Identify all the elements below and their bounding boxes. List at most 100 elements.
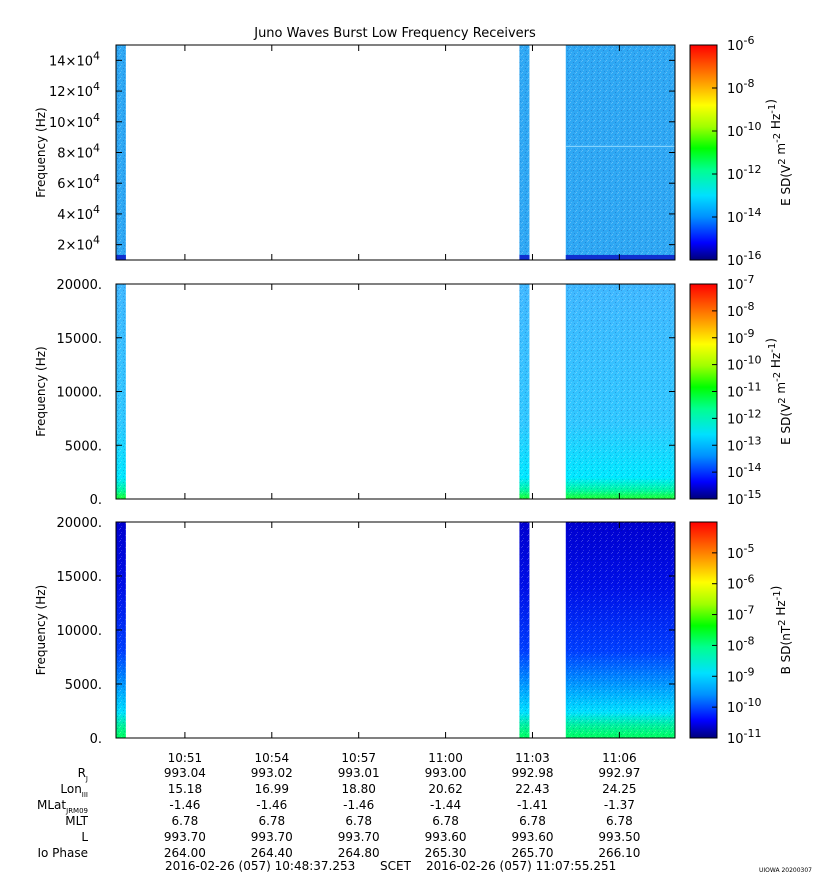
y-tick-label: 14×104 xyxy=(49,49,100,69)
colorbar-label: E SD(V2 m-2 Hz-1) xyxy=(764,99,793,206)
data-block-texture xyxy=(565,522,675,738)
ephemeris-value: 6.78 xyxy=(432,814,459,828)
ephemeris-value: 265.70 xyxy=(511,846,553,860)
ephemeris-value: 20.62 xyxy=(428,782,462,796)
ephemeris-value: -1.41 xyxy=(517,798,548,812)
ephemeris-value: 16.99 xyxy=(255,782,289,796)
colorbar-tick-label: 10-12 xyxy=(727,163,762,183)
ephemeris-value: -1.46 xyxy=(256,798,287,812)
data-block-texture xyxy=(565,45,675,260)
ephemeris-value: 993.01 xyxy=(338,766,380,780)
colorbar-tick-label: 10-12 xyxy=(727,407,762,427)
y-tick-label: 5000. xyxy=(65,439,102,454)
ephemeris-label: LonIII xyxy=(60,782,88,799)
y-tick-label: 15000. xyxy=(57,332,103,347)
ephemeris-value: 18.80 xyxy=(342,782,376,796)
colorbar-tick-label: 10-11 xyxy=(727,727,762,747)
ephemeris-value: 993.70 xyxy=(164,830,206,844)
y-tick-label: 2×104 xyxy=(57,234,100,254)
scet-label: SCET xyxy=(380,859,412,873)
y-tick-label: 15000. xyxy=(57,570,103,585)
colorbar-tick-label: 10-7 xyxy=(727,604,755,624)
ephemeris-value: 264.80 xyxy=(338,846,380,860)
low-band xyxy=(565,255,675,260)
colorbar xyxy=(689,521,718,739)
y-tick-label: 5000. xyxy=(65,678,102,693)
colorbar-tick-label: 10-10 xyxy=(727,120,762,140)
colorbar-tick-label: 10-14 xyxy=(727,206,762,226)
y-tick-label: 0. xyxy=(90,493,102,508)
ephemeris-value: 992.98 xyxy=(511,766,553,780)
x-tick-label: 10:57 xyxy=(341,751,376,765)
spectrogram-panel-2: 0. 5000. 10000. 15000. 20000. Frequency (Hz) 1… xyxy=(34,273,793,508)
colorbar-tick-label: 10-6 xyxy=(727,573,755,593)
y-tick-label: 8×104 xyxy=(57,142,100,162)
ephemeris-value: 993.04 xyxy=(164,766,206,780)
ephemeris-value: -1.46 xyxy=(343,798,374,812)
ephemeris-value: 993.60 xyxy=(425,830,467,844)
ephemeris-label: L xyxy=(81,830,88,844)
ephemeris-value: 264.40 xyxy=(251,846,293,860)
colorbar-tick-label: 10-9 xyxy=(727,665,755,685)
ephemeris-value: 15.18 xyxy=(168,782,202,796)
colorbar-tick-label: 10-11 xyxy=(727,381,762,401)
colorbar-tick-label: 10-15 xyxy=(727,488,762,508)
colorbar-tick-label: 10-10 xyxy=(727,354,762,374)
x-tick-label: 11:06 xyxy=(602,751,637,765)
data-block-texture xyxy=(519,284,530,499)
colorbar-tick-label: 10-8 xyxy=(727,634,755,654)
ephemeris-value: 265.30 xyxy=(425,846,467,860)
spectrogram-panel-3: 0. 5000. 10000. 15000. 20000. Frequency (Hz) 1… xyxy=(34,516,793,747)
y-axis-label: Frequency (Hz) xyxy=(34,107,48,198)
colorbar-tick-label: 10-6 xyxy=(727,34,755,54)
ephemeris-value: 6.78 xyxy=(606,814,633,828)
y-tick-label: 10000. xyxy=(57,624,103,639)
ephemeris-label: RJ xyxy=(78,766,88,783)
low-band xyxy=(519,255,530,260)
colorbar-tick-label: 10-8 xyxy=(727,300,755,320)
colorbar-tick-label: 10-13 xyxy=(727,434,762,454)
colorbar-tick-label: 10-16 xyxy=(727,249,762,269)
y-tick-label: 20000. xyxy=(57,278,103,293)
ephemeris-value: 993.50 xyxy=(598,830,640,844)
ephemeris-value: 6.78 xyxy=(258,814,285,828)
data-block-texture xyxy=(565,284,675,499)
credit-label: UIOWA 20200307 xyxy=(759,867,812,874)
x-tick-label: 10:54 xyxy=(255,751,290,765)
ephemeris-value: 6.78 xyxy=(345,814,372,828)
low-band xyxy=(115,255,126,260)
colorbar-label: B SD(nT2 Hz-1) xyxy=(769,586,793,675)
y-tick-label: 12×104 xyxy=(49,80,100,100)
colorbar-tick-label: 10-5 xyxy=(727,542,755,562)
ephemeris-value: 993.02 xyxy=(251,766,293,780)
data-block-texture xyxy=(519,522,530,738)
colorbar-tick-label: 10-9 xyxy=(727,327,755,347)
y-axis-label: Frequency (Hz) xyxy=(34,346,48,437)
y-tick-label: 0. xyxy=(90,732,102,747)
x-tick-label: 11:00 xyxy=(428,751,463,765)
y-tick-label: 10000. xyxy=(57,386,103,401)
colorbar-label: E SD(V2 m-2 Hz-1) xyxy=(764,338,793,445)
colorbar-tick-label: 10-7 xyxy=(727,273,755,293)
ephemeris-value: 24.25 xyxy=(602,782,636,796)
colorbar-tick-label: 10-10 xyxy=(727,696,762,716)
colorbar-tick-label: 10-8 xyxy=(727,77,755,97)
chart-title: Juno Waves Burst Low Frequency Receivers xyxy=(253,26,536,41)
y-tick-label: 4×104 xyxy=(57,203,100,223)
spectrogram-panel-1: 2×104 4×104 6×104 8×104 10×104 12×104 14×104 Fr… xyxy=(34,34,793,269)
colorbar-tick-label: 10-14 xyxy=(727,461,762,481)
data-block-texture xyxy=(519,45,530,260)
ephemeris-value: 6.78 xyxy=(519,814,546,828)
y-tick-label: 6×104 xyxy=(57,172,100,192)
y-tick-label: 20000. xyxy=(57,516,103,531)
ephemeris-value: 6.78 xyxy=(172,814,199,828)
time-end: 2016-02-26 (057) 11:07:55.251 xyxy=(426,859,616,873)
y-tick-label: 10×104 xyxy=(49,111,100,131)
ephemeris-value: 22.43 xyxy=(515,782,549,796)
x-tick-label: 11:03 xyxy=(515,751,550,765)
ephemeris-value: -1.46 xyxy=(169,798,200,812)
x-tick-label: 10:51 xyxy=(168,751,203,765)
ephemeris-value: 993.00 xyxy=(425,766,467,780)
ephemeris-label: MLatJRM09 xyxy=(37,798,88,815)
